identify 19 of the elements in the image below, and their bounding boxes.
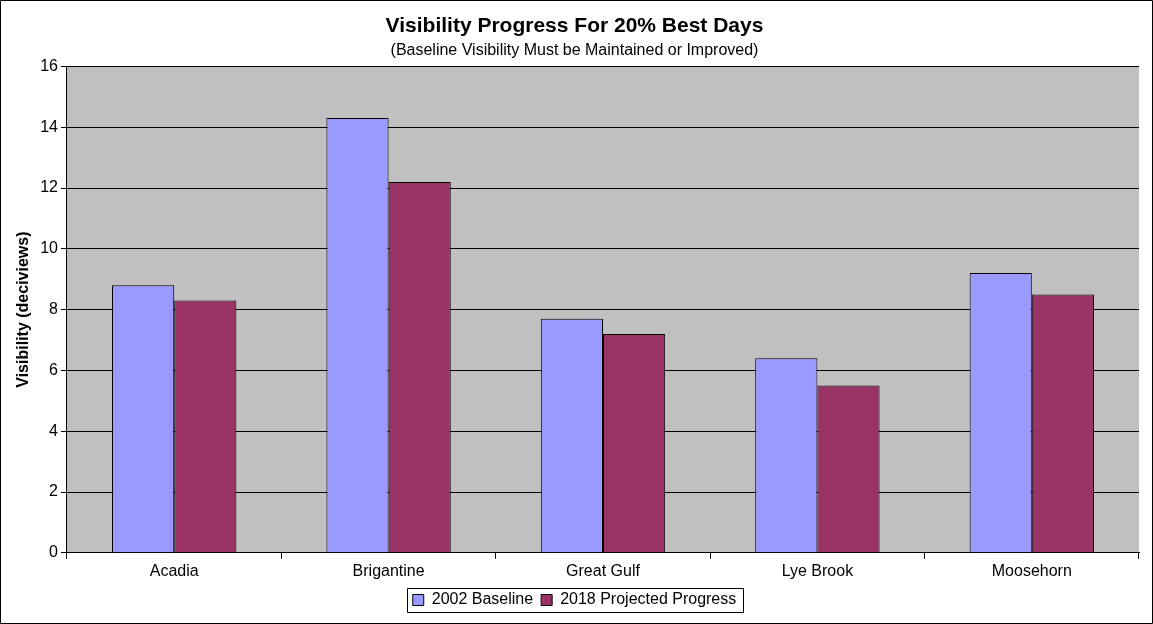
x-tick-label: Lye Brook: [781, 561, 855, 579]
y-tick-label: 2: [49, 482, 59, 500]
y-tick-label: 6: [49, 360, 59, 378]
legend-label: 2018 Projected Progress: [560, 590, 737, 608]
chart-subtitle: (Baseline Visibility Must be Maintained or Improved): [390, 41, 759, 59]
x-tick-label: Great Gulf: [566, 561, 641, 579]
y-tick-label: 10: [40, 239, 59, 257]
x-tick-label: Moosehorn: [991, 561, 1072, 579]
y-tick-label: 12: [40, 178, 59, 196]
x-tick-label: Brigantine: [352, 561, 425, 579]
y-axis-title: Visibility (deciviews): [14, 231, 32, 388]
y-tick-label: 16: [40, 56, 59, 74]
chart-title: Visibility Progress For 20% Best Days: [385, 13, 764, 37]
y-tick-label: 0: [49, 543, 59, 561]
y-tick-label: 14: [40, 117, 59, 135]
legend-label: 2002 Baseline: [431, 590, 534, 608]
y-tick-label: 8: [49, 300, 59, 318]
y-tick-label: 4: [49, 421, 59, 439]
x-tick-label: Acadia: [149, 561, 199, 579]
